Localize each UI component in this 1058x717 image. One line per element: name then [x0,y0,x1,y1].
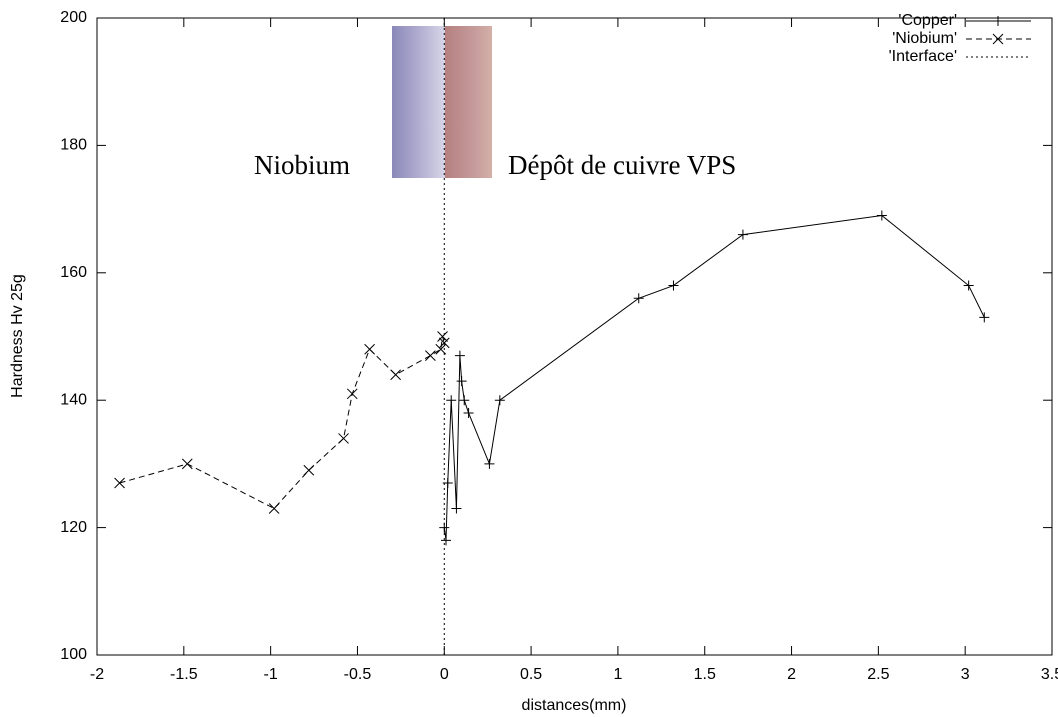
series-line [119,336,445,510]
point [459,395,470,406]
point [437,331,448,342]
x-tick-label: 2 [787,666,796,683]
x-tick-label: -1 [264,666,278,683]
x-tick-label: -1.5 [170,666,198,683]
x-tick-label: 3 [961,666,970,683]
x-tick-label: 0.5 [520,666,542,683]
y-tick-label: 120 [60,519,87,536]
point [494,395,505,406]
legend-marker [992,33,1004,45]
x-tick-label: 0 [440,666,449,683]
y-tick-label: 200 [60,9,87,26]
point [963,280,974,291]
x-axis-label: distances(mm) [522,697,627,714]
point [979,312,990,323]
point [438,337,450,349]
point [737,229,748,240]
photo-niobium [392,26,445,178]
point [668,280,679,291]
x-tick-label: 1 [613,666,622,683]
point [435,343,447,355]
point [268,503,280,514]
point [876,210,887,221]
point [484,458,495,469]
y-tick-label: 180 [60,137,87,154]
point [454,350,465,361]
point [390,369,402,381]
x-tick-label: -0.5 [344,666,372,683]
point [181,458,193,470]
point [451,503,462,514]
point [114,477,125,489]
x-tick-label: 1.5 [694,666,716,683]
plot-frame [96,17,1053,656]
y-tick-label: 140 [60,391,87,408]
y-tick-label: 100 [60,646,87,663]
photo-copper [445,26,492,178]
legend-label: 'Interface' [889,48,957,65]
x-tick-label: 3.5 [1041,666,1058,683]
y-axis-label: Hardness Hv 25g [9,274,26,398]
point [441,535,452,546]
point [463,407,474,418]
point [446,395,457,406]
y-tick-label: 160 [60,264,87,281]
x-tick-label: -2 [90,666,104,683]
point [633,293,644,304]
legend-marker [993,16,1003,26]
point [346,388,358,400]
point [303,464,315,476]
legend-label: 'Copper' [898,12,957,29]
series-line [443,214,985,541]
annotation: Niobium [254,150,350,180]
annotation: Dépôt de cuivre VPS [508,150,736,180]
point [425,350,436,361]
point [338,433,349,444]
legend-label: 'Niobium' [892,30,957,47]
x-tick-label: 2.5 [867,666,889,683]
point [456,376,467,387]
point [364,343,375,355]
